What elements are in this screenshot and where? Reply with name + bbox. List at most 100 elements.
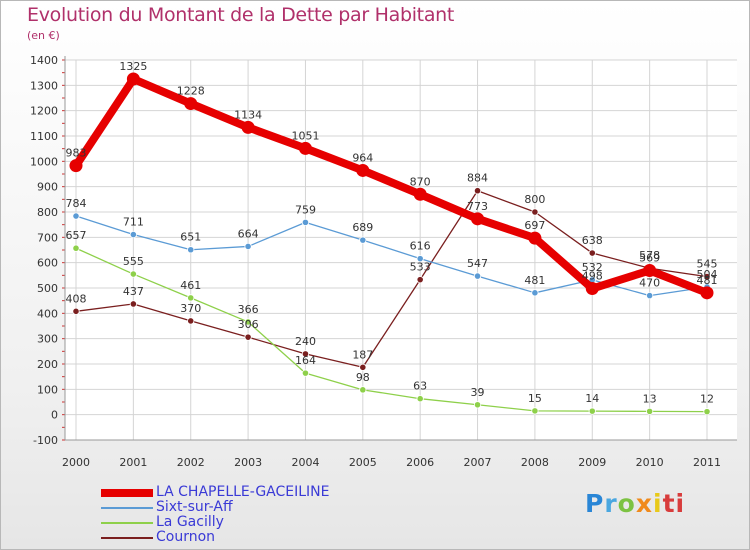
y-tick-label: 800 <box>37 206 58 219</box>
data-point <box>643 264 657 278</box>
x-tick-label: 2010 <box>636 456 664 469</box>
data-point <box>301 350 310 358</box>
x-tick-label: 2006 <box>406 456 434 469</box>
series-line <box>75 247 708 413</box>
data-point <box>471 212 485 226</box>
y-tick-label: 200 <box>37 358 58 371</box>
y-tick-label: 1000 <box>30 155 58 168</box>
y-tick-label: 1300 <box>30 79 58 92</box>
x-tick-label: 2005 <box>349 456 377 469</box>
series-line <box>72 75 711 297</box>
data-label: 13 <box>643 392 657 405</box>
chart-unit-label: (en €) <box>27 29 60 42</box>
data-point <box>585 282 599 296</box>
data-point <box>301 369 310 377</box>
data-point <box>473 272 482 280</box>
data-point <box>298 141 312 155</box>
legend-label: La Gacilly <box>156 514 224 530</box>
data-point <box>703 408 711 416</box>
data-point <box>416 395 424 403</box>
data-point <box>72 307 80 315</box>
series-line <box>75 190 708 368</box>
x-tick-label: 2001 <box>119 456 147 469</box>
data-point <box>356 163 370 177</box>
data-point <box>187 294 195 302</box>
data-point <box>244 333 252 341</box>
legend-swatch <box>101 537 153 539</box>
x-tick-label: 2000 <box>62 456 90 469</box>
legend-label: Cournon <box>156 529 216 545</box>
data-label: 15 <box>528 392 542 405</box>
data-point <box>588 249 596 257</box>
data-label: 164 <box>295 354 316 367</box>
data-label: 408 <box>66 292 87 305</box>
data-label: 569 <box>639 252 660 265</box>
data-point <box>301 218 310 226</box>
data-point <box>416 255 424 263</box>
legend-swatch <box>101 507 153 509</box>
data-label: 545 <box>697 258 718 271</box>
data-label: 964 <box>352 151 373 164</box>
data-label: 547 <box>467 257 488 270</box>
data-point <box>473 401 482 409</box>
legend-label: Sixt-sur-Aff <box>156 499 233 515</box>
data-label: 63 <box>413 380 427 393</box>
data-label: 616 <box>410 240 431 253</box>
logo-letter: i <box>653 489 663 518</box>
data-point <box>359 386 367 394</box>
logo-letter: r <box>604 489 618 518</box>
data-point <box>359 363 367 371</box>
x-tick-label: 2002 <box>177 456 205 469</box>
y-tick-label: -100 <box>33 434 58 447</box>
proxiti-logo: Proxiti <box>585 489 685 518</box>
logo-letter: ti <box>662 489 686 518</box>
data-label: 664 <box>238 227 259 240</box>
legend-label: LA CHAPELLE-GACEILINE <box>156 484 330 500</box>
data-label: 711 <box>123 216 144 229</box>
data-point <box>531 407 539 415</box>
data-point <box>244 318 252 326</box>
data-label: 638 <box>582 234 603 247</box>
data-label: 983 <box>66 147 87 160</box>
x-tick-label: 2011 <box>693 456 721 469</box>
data-label: 657 <box>66 229 87 242</box>
data-label: 370 <box>180 302 201 315</box>
data-label: 555 <box>123 255 144 268</box>
y-tick-label: 400 <box>37 307 58 320</box>
data-label: 1051 <box>291 129 319 142</box>
data-label: 689 <box>352 221 373 234</box>
data-point <box>129 270 137 278</box>
data-label: 533 <box>410 261 431 274</box>
data-point <box>531 208 539 216</box>
logo-letter: P <box>585 489 605 518</box>
data-point <box>528 231 542 245</box>
data-point <box>703 272 711 281</box>
data-label: 651 <box>180 231 201 244</box>
data-label: 240 <box>295 335 316 348</box>
data-label: 98 <box>356 371 370 384</box>
logo-letter: o <box>617 489 636 518</box>
data-point <box>72 244 80 252</box>
y-tick-label: 1400 <box>30 54 58 67</box>
y-tick-label: 1100 <box>30 130 58 143</box>
data-point <box>187 246 195 254</box>
data-label: 437 <box>123 285 144 298</box>
x-tick-label: 2003 <box>234 456 262 469</box>
data-label: 1325 <box>119 60 147 73</box>
data-label: 1134 <box>234 108 262 121</box>
data-label: 306 <box>238 318 259 331</box>
data-label: 578 <box>639 249 660 262</box>
data-point <box>244 242 252 251</box>
data-point <box>416 276 424 284</box>
data-label: 14 <box>585 392 599 405</box>
y-tick-label: 1200 <box>30 105 58 118</box>
data-label: 697 <box>524 219 545 232</box>
data-point <box>646 291 654 300</box>
x-tick-label: 2004 <box>291 456 319 469</box>
y-tick-label: 0 <box>51 409 58 422</box>
data-label: 481 <box>524 274 545 287</box>
data-point <box>413 187 427 201</box>
data-label: 366 <box>238 303 259 316</box>
data-label: 870 <box>410 175 431 188</box>
